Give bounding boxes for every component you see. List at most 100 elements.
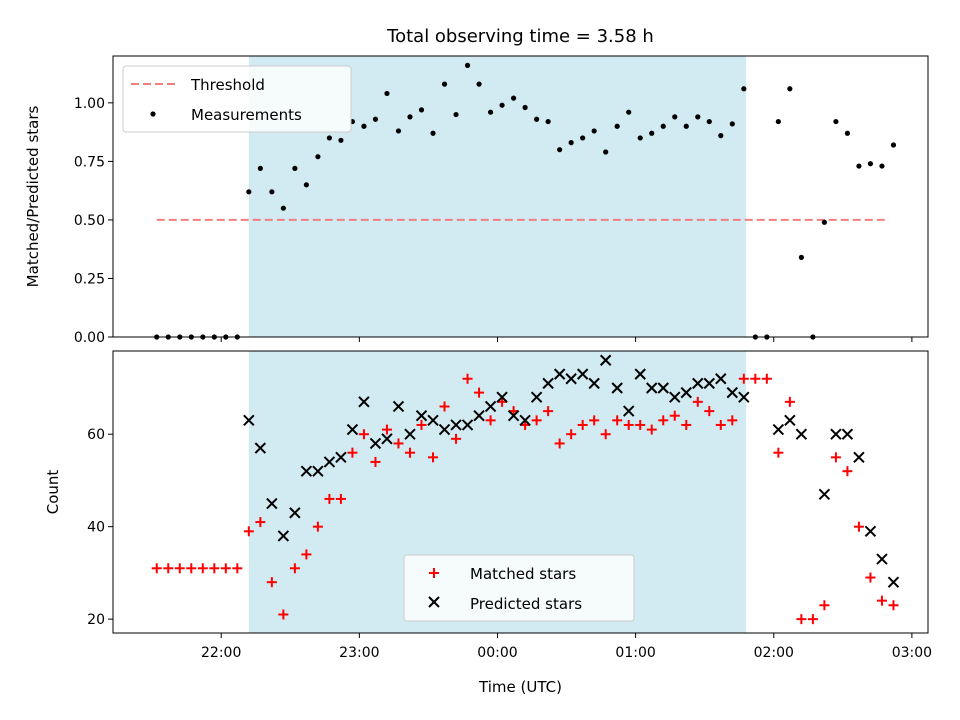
x-tick-label: 02:00 [754, 645, 794, 661]
measurement-point [833, 118, 839, 125]
matched-star-point [151, 563, 162, 574]
predicted-star-point [369, 437, 382, 450]
predicted-mark-b [542, 377, 554, 390]
predicted-mark-b [369, 437, 382, 450]
x-tick-label: 22:00 [201, 645, 241, 661]
predicted-star-point [588, 377, 600, 390]
matched-star-point [312, 521, 323, 532]
measurement-point [407, 114, 413, 120]
measurement-point [844, 130, 851, 136]
predicted-mark-b [473, 410, 485, 422]
measurement-point [303, 182, 309, 188]
matched-star-point [404, 447, 415, 458]
predicted-star-point [738, 391, 750, 403]
matched-star-point [830, 452, 841, 463]
predicted-mark-b [646, 382, 658, 394]
measurement-point [603, 149, 609, 155]
measurement-point [361, 123, 367, 129]
measurement-point [718, 133, 724, 139]
predicted-mark-b [335, 451, 347, 464]
top-panel: 0.00 0.25 0.50 0.75 1.00 Total observing tim… [24, 26, 929, 346]
measurement-point [706, 118, 712, 125]
matched-star-point [727, 415, 738, 426]
matched-star-point [289, 563, 300, 574]
predicted-star-point [450, 419, 462, 431]
matched-star-point [485, 415, 496, 426]
x-tick-label: 03:00 [892, 645, 932, 661]
measurement-point [741, 86, 747, 92]
predicted-mark-b [657, 382, 669, 394]
predicted-mark-b [300, 465, 313, 477]
measurement-point [637, 135, 643, 141]
predicted-mark-b [588, 377, 600, 390]
x-tick-label: 23:00 [339, 645, 379, 661]
matched-star-point [600, 429, 611, 440]
bottom-y-tick-label: 20 [87, 612, 105, 628]
measurement-point [430, 130, 436, 136]
predicted-star-point [530, 391, 543, 403]
measurement-point [453, 111, 459, 118]
matched-star-point [888, 600, 899, 611]
predicted-star-point [289, 507, 301, 519]
matched-star-point [819, 600, 830, 611]
measurement-point [683, 123, 689, 129]
predicted-star-point [553, 368, 566, 380]
predicted-star-point [438, 423, 451, 436]
predicted-mark-b [887, 576, 900, 588]
matched-star-point [842, 466, 853, 477]
measurement-point [534, 116, 540, 122]
predicted-star-point [507, 410, 520, 422]
x-axis-label: Time (UTC) [478, 678, 562, 696]
predicted-mark-b [703, 377, 715, 390]
matched-star-point [807, 614, 818, 625]
predicted-mark-b [289, 507, 301, 519]
measurement-point [418, 107, 425, 113]
predicted-mark-b [864, 525, 877, 538]
measurement-point [580, 135, 586, 141]
measurement-point [510, 95, 517, 101]
predicted-star-point [461, 419, 474, 431]
matched-star-point [393, 438, 404, 449]
predicted-star-point [703, 377, 715, 390]
matched-star-point [232, 563, 243, 574]
top-x-ticks [220, 337, 913, 342]
matched-star-point [646, 424, 657, 435]
measurement-point [867, 161, 874, 167]
predicted-star-point [358, 396, 370, 408]
predicted-mark-b [738, 391, 750, 403]
predicted-mark-b [243, 414, 255, 427]
predicted-mark-b [312, 465, 324, 477]
predicted-mark-b [381, 433, 393, 445]
predicted-mark-b [772, 423, 785, 436]
predicted-mark-b [427, 414, 439, 427]
matched-star-point [738, 373, 749, 384]
predicted-mark-b [669, 391, 681, 403]
matched-star-point [474, 387, 485, 398]
legend-measurement-swatch [150, 111, 156, 117]
predicted-mark-b [876, 553, 888, 565]
legend-predicted-label: Predicted stars [470, 595, 582, 613]
predicted-star-point [853, 451, 865, 464]
measurement-point [729, 121, 735, 127]
matched-star-point [773, 447, 784, 458]
predicted-mark-b [415, 410, 428, 422]
matched-star-point [531, 415, 542, 426]
matched-star-point [681, 419, 692, 430]
matched-star-point [796, 614, 807, 625]
predicted-mark-b [611, 382, 623, 394]
predicted-mark-b [507, 410, 520, 422]
measurement-point [372, 116, 379, 122]
predicted-star-point [427, 414, 439, 427]
predicted-star-point [887, 576, 900, 588]
predicted-star-point [669, 391, 681, 403]
predicted-star-point [772, 423, 785, 436]
predicted-mark-b [830, 428, 842, 440]
bottom-y-axis-label: Count [44, 470, 62, 515]
predicted-star-point [254, 442, 267, 454]
predicted-mark-b [346, 423, 359, 436]
matched-star-point [347, 447, 358, 458]
predicted-mark-b [818, 488, 831, 501]
predicted-star-point [519, 414, 531, 427]
matched-star-point [853, 521, 864, 532]
top-y-tick-label: 0.00 [74, 330, 105, 346]
